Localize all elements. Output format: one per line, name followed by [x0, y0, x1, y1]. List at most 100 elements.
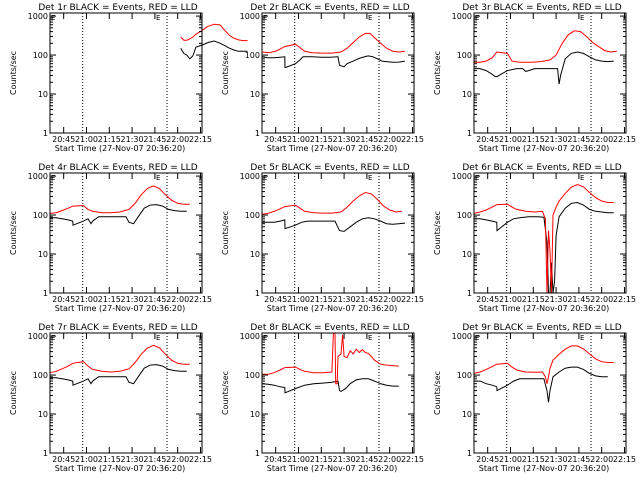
y-tick-label: 1000: [452, 332, 472, 341]
x-tick-label: 21:00: [75, 135, 98, 144]
plot-frame: [473, 12, 627, 134]
plot-frame: [473, 172, 627, 294]
x-tick-label: 20:45: [52, 295, 75, 304]
x-tick-label: 22:00: [590, 135, 613, 144]
x-tick-label: 21:45: [143, 295, 166, 304]
x-tick-label: 20:45: [476, 295, 499, 304]
panel-1: Det 1r BLACK = Events, RED = LLD 1 10 100 10…: [9, 3, 248, 153]
panel-title: Det 7r BLACK = Events, RED = LLD: [38, 323, 197, 333]
events-series-line: [261, 378, 399, 394]
x-tick-label: 21:30: [333, 455, 356, 464]
legend-marker: E: [368, 14, 372, 22]
x-tick-label: 21:30: [121, 135, 144, 144]
y-tick-label: 10: [38, 90, 48, 99]
x-tick-label: 21:30: [333, 135, 356, 144]
x-axis-title: Start Time (27-Nov-07 20:36:20): [55, 144, 185, 153]
x-axis-title: Start Time (27-Nov-07 20:36:20): [479, 464, 609, 473]
panel-title: Det 1r BLACK = Events, RED = LLD: [38, 3, 197, 13]
plot-frame: [49, 12, 203, 134]
legend-marker: E: [156, 174, 160, 182]
y-tick-label: 100: [457, 371, 472, 380]
x-tick-label: 21:00: [75, 295, 98, 304]
x-tick-label: 22:00: [378, 455, 401, 464]
y-tick-label: 1: [467, 289, 472, 298]
y-tick-label: 1000: [240, 172, 260, 181]
x-tick-label: 22:15: [613, 135, 636, 144]
y-tick-label: 100: [457, 51, 472, 60]
x-tick-label: 20:45: [476, 455, 499, 464]
events-series-line: [262, 217, 405, 232]
plot-frame: [49, 172, 203, 294]
panel-title: Det 8r BLACK = Events, RED = LLD: [250, 323, 409, 333]
x-tick-label: 21:00: [75, 455, 98, 464]
y-axis-title: Counts/sec: [433, 371, 442, 415]
y-axis-title: Counts/sec: [433, 51, 442, 95]
x-tick-label: 21:45: [355, 295, 378, 304]
x-tick-label: 22:00: [166, 295, 189, 304]
x-tick-label: 21:15: [310, 455, 333, 464]
x-axis-title: Start Time (27-Nov-07 20:36:20): [55, 304, 185, 313]
y-tick-label: 1: [43, 289, 48, 298]
legend-marker: E: [580, 334, 584, 342]
x-tick-label: 21:00: [499, 295, 522, 304]
y-tick-label: 100: [33, 51, 48, 60]
y-tick-label: 1000: [28, 332, 48, 341]
y-tick-label: 1000: [28, 12, 48, 21]
x-tick-label: 20:45: [264, 295, 287, 304]
legend-marker: E: [51, 174, 55, 182]
y-tick-label: 1000: [452, 12, 472, 21]
legend-marker: E: [156, 334, 160, 342]
x-tick-label: 20:45: [264, 455, 287, 464]
x-tick-label: 21:00: [499, 455, 522, 464]
x-tick-label: 22:15: [401, 295, 424, 304]
lld-series-line: [261, 32, 405, 54]
y-tick-label: 100: [457, 211, 472, 220]
y-axis-title: Counts/sec: [221, 51, 230, 95]
x-axis-title: Start Time (27-Nov-07 20:36:20): [479, 304, 609, 313]
x-tick-label: 21:30: [121, 455, 144, 464]
panel-6: Det 6r BLACK = Events, RED = LLD 1 10 100 10…: [433, 163, 636, 313]
y-tick-label: 10: [462, 90, 472, 99]
x-tick-label: 21:30: [333, 295, 356, 304]
y-tick-label: 100: [33, 211, 48, 220]
y-tick-label: 100: [33, 371, 48, 380]
legend-marker: E: [263, 14, 267, 22]
x-tick-label: 21:15: [310, 295, 333, 304]
y-tick-label: 100: [245, 371, 260, 380]
x-tick-label: 20:45: [52, 135, 75, 144]
y-tick-label: 1: [467, 449, 472, 458]
x-tick-label: 22:15: [189, 295, 212, 304]
y-tick-label: 1: [43, 129, 48, 138]
y-tick-label: 1: [255, 289, 260, 298]
plot-frame: [49, 332, 203, 454]
events-series-line: [50, 364, 187, 386]
x-tick-label: 22:00: [590, 455, 613, 464]
lld-series-line: [474, 30, 617, 63]
x-axis-title: Start Time (27-Nov-07 20:36:20): [267, 144, 397, 153]
x-tick-label: 22:00: [590, 295, 613, 304]
lld-series-line: [261, 191, 402, 215]
panel-5: Det 5r BLACK = Events, RED = LLD 1 10 100 10…: [221, 163, 424, 313]
x-tick-label: 21:15: [522, 455, 545, 464]
legend-marker: E: [580, 174, 584, 182]
panel-title: Det 5r BLACK = Events, RED = LLD: [250, 163, 409, 173]
x-tick-label: 22:00: [378, 295, 401, 304]
x-tick-label: 21:45: [355, 135, 378, 144]
x-tick-label: 22:15: [613, 455, 636, 464]
y-axis-title: Counts/sec: [221, 211, 230, 255]
y-tick-label: 1: [255, 129, 260, 138]
y-axis-title: Counts/sec: [9, 211, 18, 255]
events-series-line: [474, 51, 614, 85]
lld-series-line: [473, 183, 614, 294]
legend-marker: E: [51, 334, 55, 342]
x-tick-label: 21:30: [545, 295, 568, 304]
x-tick-label: 22:15: [189, 455, 212, 464]
x-tick-label: 20:45: [52, 455, 75, 464]
events-series-line: [50, 204, 187, 226]
legend-marker: E: [475, 174, 479, 182]
panel-title: Det 2r BLACK = Events, RED = LLD: [250, 3, 409, 13]
panel-title: Det 9r BLACK = Events, RED = LLD: [462, 323, 621, 333]
events-series-line: [180, 40, 248, 60]
y-axis-title: Counts/sec: [9, 371, 18, 415]
